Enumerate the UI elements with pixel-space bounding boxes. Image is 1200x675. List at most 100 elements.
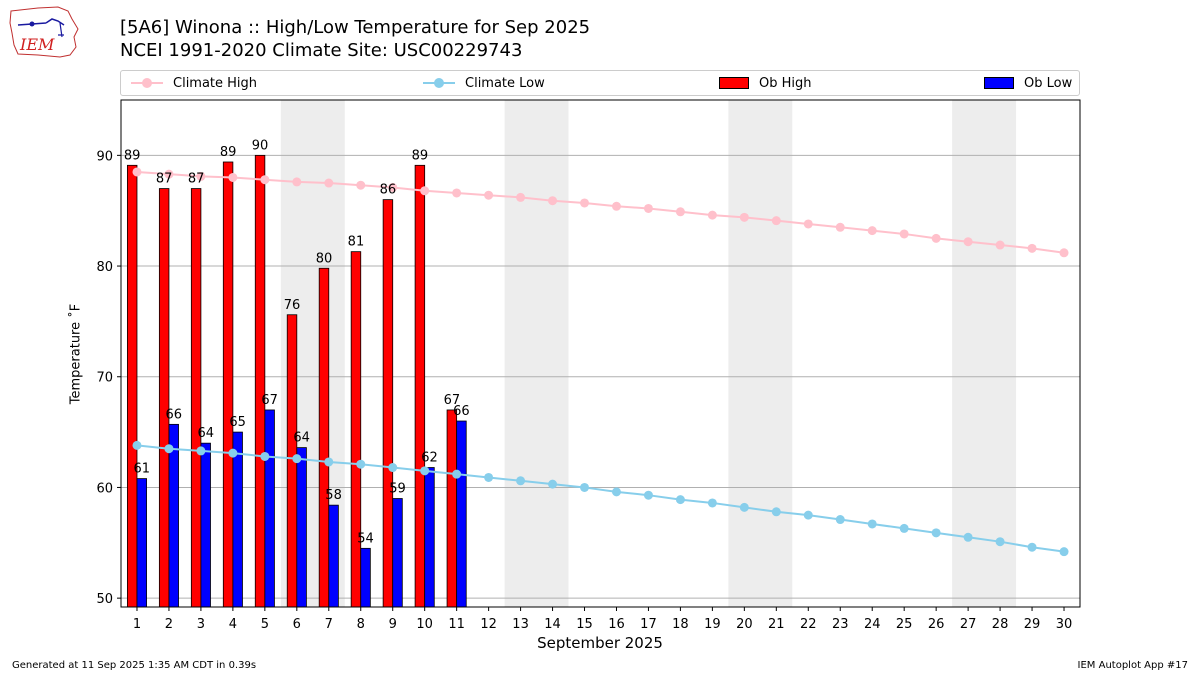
point-climate-low (995, 537, 1005, 547)
point-climate-low (835, 515, 845, 525)
point-climate-high (611, 201, 621, 211)
y-tick-label: 80 (96, 260, 113, 275)
point-climate-high (1059, 248, 1069, 258)
data-label-ob-high: 86 (380, 183, 397, 198)
point-climate-low (356, 459, 366, 469)
point-climate-high (420, 186, 430, 196)
point-climate-high (675, 207, 685, 217)
data-label-ob-low: 66 (165, 407, 182, 422)
y-tick-label: 60 (96, 481, 113, 496)
data-label-ob-high: 80 (316, 251, 333, 266)
point-climate-low (164, 444, 174, 454)
point-climate-high (132, 167, 142, 177)
data-label-ob-high: 89 (124, 148, 141, 163)
x-tick-label: 21 (768, 617, 785, 632)
bar-ob-high (190, 188, 202, 608)
point-climate-high (771, 216, 781, 226)
weekend-shade (728, 100, 793, 607)
bar-ob-low (264, 409, 275, 608)
legend-label: Climate Low (465, 75, 545, 91)
line-climate-low (136, 444, 1065, 553)
chart-title: [5A6] Winona :: High/Low Temperature for… (120, 17, 591, 38)
point-climate-high (931, 233, 941, 243)
x-tick-label: 7 (325, 617, 333, 632)
logo-text: IEM (19, 35, 55, 54)
app-id: IEM Autoplot App #17 (1077, 660, 1188, 671)
point-climate-low (707, 498, 717, 508)
point-climate-high (1027, 243, 1037, 253)
point-climate-low (675, 495, 685, 505)
legend-item-climate-low: Climate Low (423, 71, 545, 95)
bar-ob-high (350, 251, 362, 608)
y-tick-label: 90 (96, 149, 113, 164)
point-climate-high (899, 229, 909, 239)
x-tick-label: 20 (736, 617, 753, 632)
bar-ob-high (222, 161, 234, 608)
x-tick-label: 12 (480, 617, 497, 632)
point-climate-high (963, 237, 973, 247)
point-climate-low (580, 482, 590, 492)
point-climate-low (260, 451, 270, 461)
point-climate-low (324, 457, 334, 467)
x-tick-label: 15 (576, 617, 593, 632)
point-climate-high (228, 172, 238, 182)
generated-timestamp: Generated at 11 Sep 2025 1:35 AM CDT in … (12, 660, 257, 671)
point-climate-low (771, 507, 781, 517)
point-climate-low (899, 523, 909, 533)
bar-ob-low (232, 431, 243, 608)
legend-item-ob-high: Ob High (719, 71, 812, 95)
y-tick-label: 50 (96, 592, 113, 607)
x-tick-label: 29 (1024, 617, 1041, 632)
point-climate-low (643, 490, 653, 500)
y-axis-label: Temperature ˚F (68, 303, 84, 405)
point-climate-high (995, 240, 1005, 250)
data-label-ob-high: 67 (444, 393, 461, 408)
x-tick-label: 16 (608, 617, 625, 632)
x-tick-label: 26 (928, 617, 945, 632)
data-label-ob-high: 89 (412, 148, 429, 163)
bar-ob-low (392, 498, 403, 608)
x-tick-label: 8 (357, 617, 365, 632)
x-tick-label: 30 (1056, 617, 1073, 632)
bar-ob-high (254, 154, 266, 608)
point-climate-low (484, 472, 494, 482)
point-climate-high (707, 210, 717, 220)
point-climate-high (580, 198, 590, 208)
point-climate-high (292, 177, 302, 187)
point-climate-high (164, 169, 174, 179)
data-label-ob-low: 66 (453, 404, 470, 419)
bar-ob-high (318, 267, 330, 608)
x-axis-label: September 2025 (537, 634, 663, 652)
data-label-ob-low: 54 (357, 531, 374, 546)
point-climate-low (931, 528, 941, 538)
weekend-shade (504, 100, 569, 607)
data-label-ob-low: 64 (197, 426, 214, 441)
point-climate-high (516, 192, 526, 202)
iem-logo: IEM (9, 6, 79, 58)
x-tick-label: 10 (416, 617, 433, 632)
chart-subtitle: NCEI 1991-2020 Climate Site: USC00229743 (120, 40, 523, 61)
point-climate-low (1059, 547, 1069, 557)
data-label-ob-high: 90 (252, 138, 269, 153)
data-label-ob-high: 81 (348, 235, 365, 250)
point-climate-low (1027, 542, 1037, 552)
point-climate-high (260, 175, 270, 185)
point-climate-low (292, 454, 302, 464)
x-tick-label: 5 (261, 617, 269, 632)
point-climate-high (548, 196, 558, 206)
x-tick-label: 13 (512, 617, 529, 632)
x-tick-label: 22 (800, 617, 817, 632)
point-climate-high (196, 171, 206, 181)
point-climate-high (484, 190, 494, 200)
point-climate-low (228, 448, 238, 458)
x-tick-label: 24 (864, 617, 881, 632)
point-climate-low (452, 469, 462, 479)
data-label-ob-low: 61 (134, 462, 151, 477)
point-climate-low (196, 446, 206, 456)
x-tick-label: 6 (293, 617, 301, 632)
x-tick-label: 23 (832, 617, 849, 632)
data-label-ob-low: 64 (293, 431, 310, 446)
data-label-ob-low: 58 (325, 488, 342, 503)
legend-label: Climate High (173, 75, 258, 91)
